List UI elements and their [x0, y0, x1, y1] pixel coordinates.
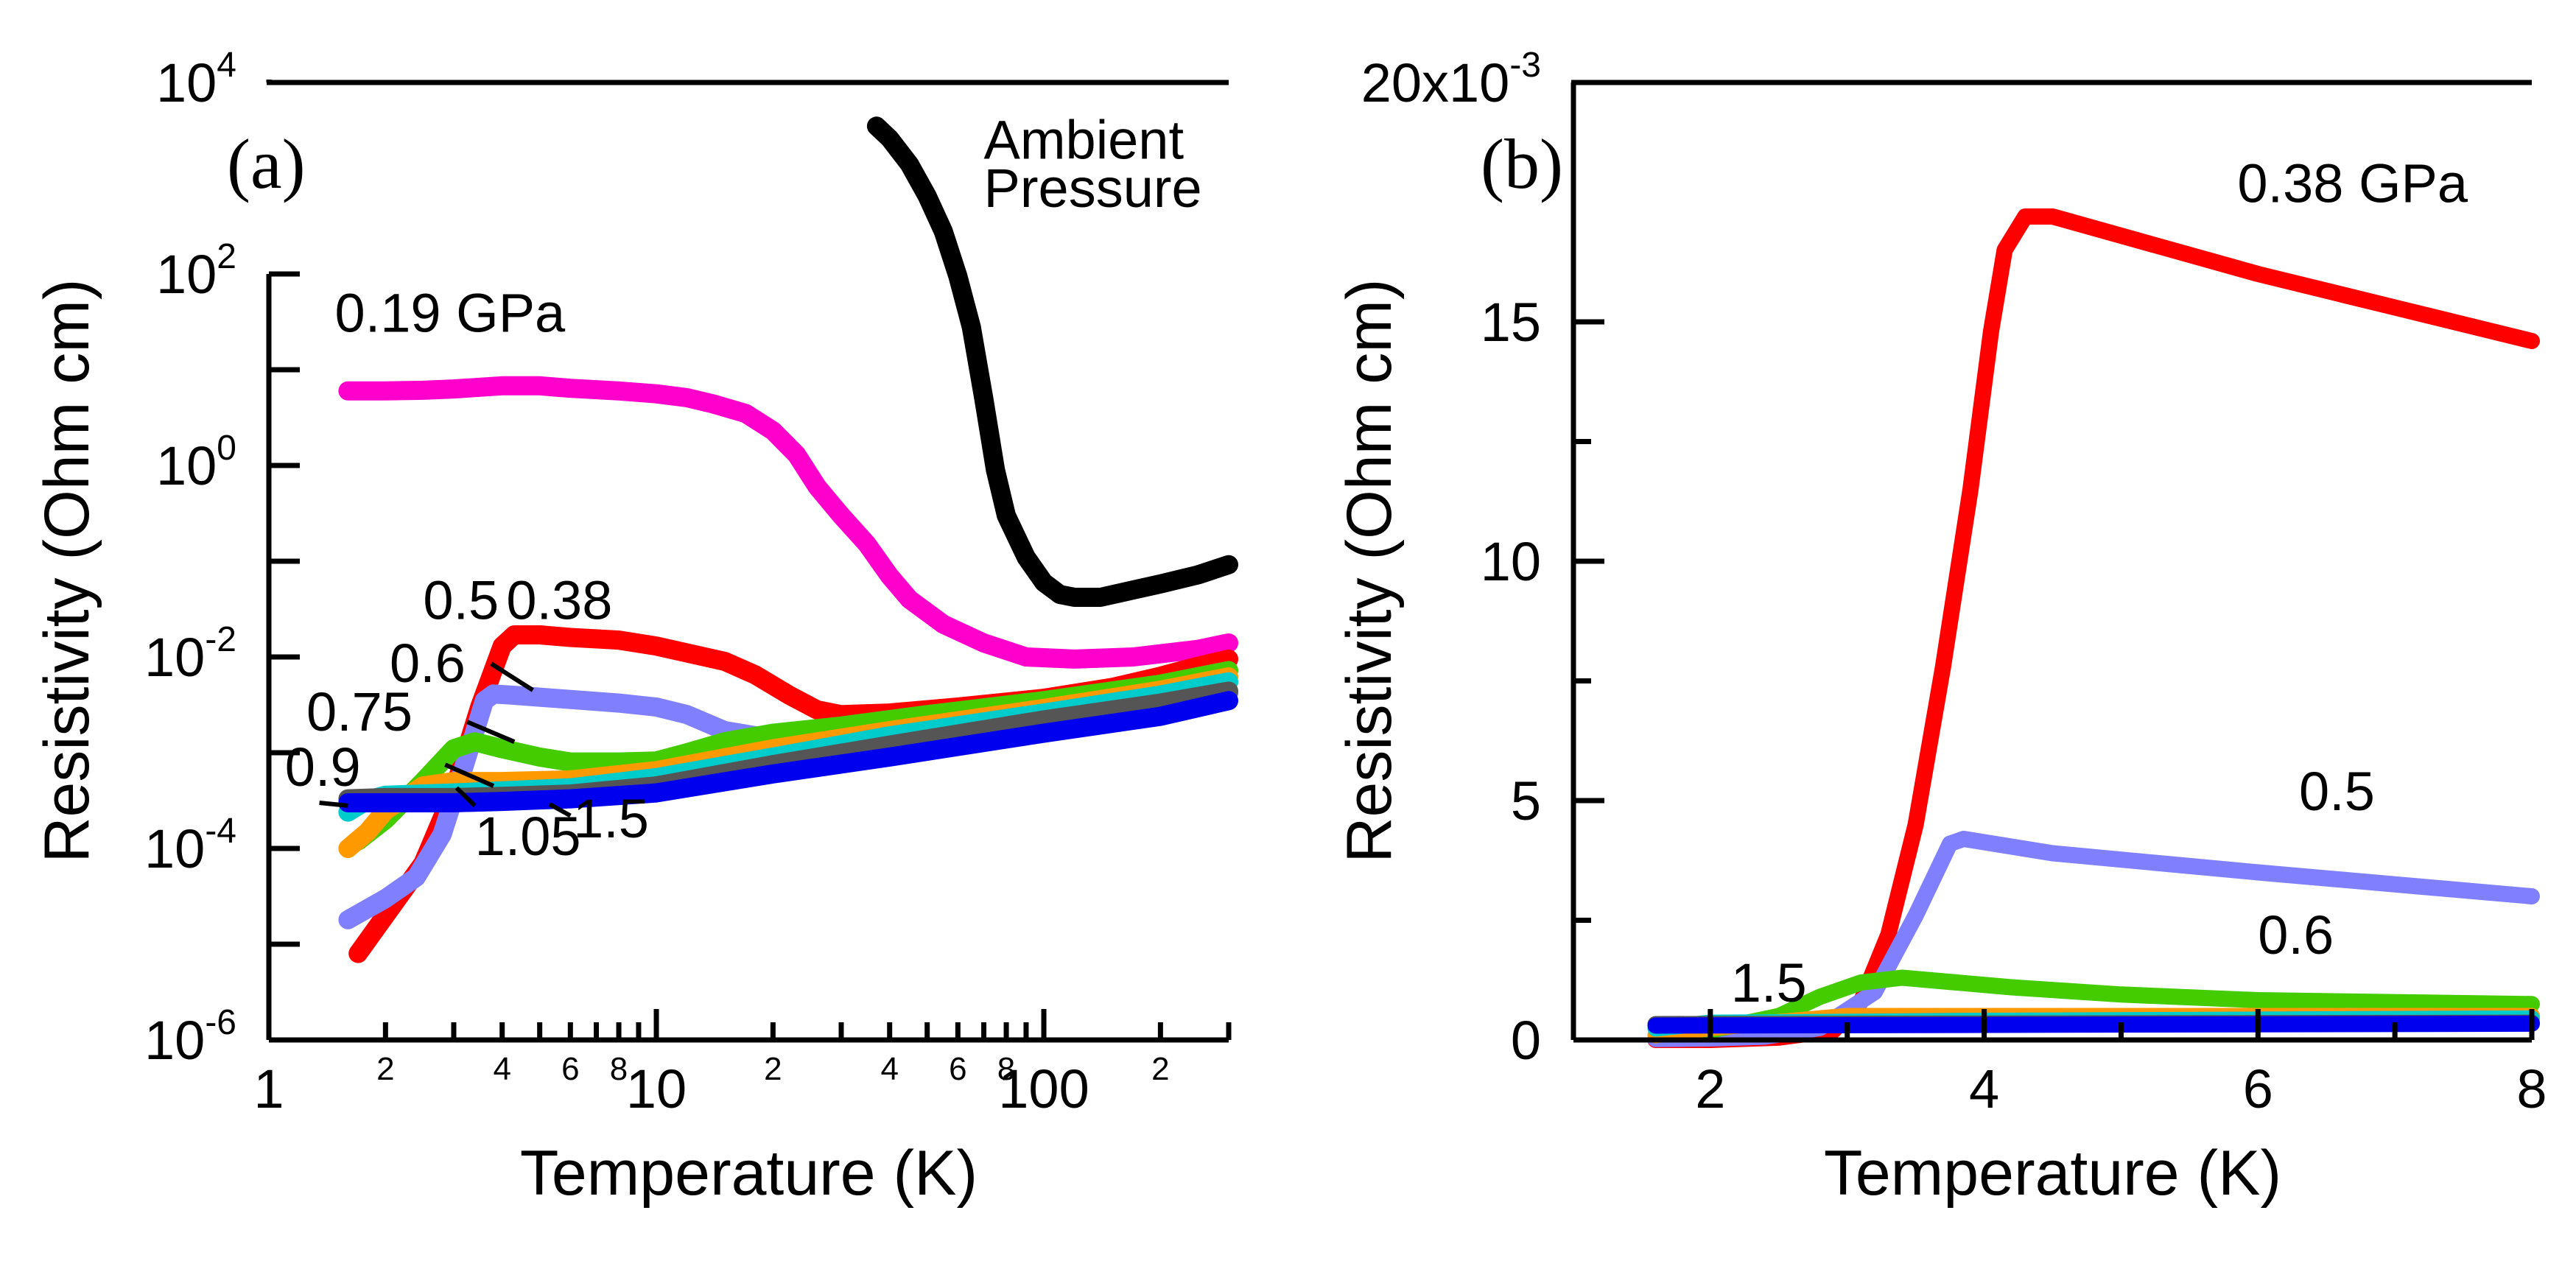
y-tick-label: 102 — [156, 237, 236, 305]
y-multiplier-exponent: -3 — [1509, 46, 1541, 85]
y-tick-base: 10 — [144, 627, 205, 688]
panel-b-resistivity-linear: 2 4 6 8 0 5 10 15 20x10-3 Temperature (K) Resistiv… — [1334, 46, 2547, 1209]
axes — [266, 80, 1232, 1043]
x-minor-tick-label: 8 — [610, 1051, 628, 1087]
y-tick-label: 10-4 — [144, 812, 236, 879]
y-tick-exponent: 2 — [217, 237, 236, 276]
annotation-1-05: 1.05 — [475, 806, 581, 867]
y-tick-label: 10-2 — [144, 620, 236, 688]
y-tick-label: 0 — [1511, 1010, 1541, 1071]
y-tick-label: 15 — [1481, 292, 1541, 353]
x-minor-tick-label: 2 — [764, 1051, 782, 1087]
annotation-0-5: 0.5 — [2299, 761, 2375, 822]
x-minor-tick-label: 4 — [880, 1051, 898, 1087]
x-minor-tick-label: 6 — [949, 1051, 966, 1087]
y-axis-title: Resistivity (Ohm cm) — [32, 278, 102, 862]
x-tick-label: 8 — [2516, 1058, 2547, 1119]
series-0-38-gpa — [1647, 208, 2540, 1048]
annotation-ambient: Ambient — [984, 109, 1185, 170]
annotation-pressure: Pressure — [984, 158, 1202, 219]
x-tick-label: 1 — [253, 1058, 284, 1119]
series-0-6 — [348, 661, 1238, 851]
x-axis-title: Temperature (K) — [1824, 1138, 2281, 1209]
panel-label: (b) — [1481, 124, 1563, 203]
y-tick-value: 10 — [1481, 531, 1541, 592]
y-tick-value: 15 — [1481, 292, 1541, 353]
y-tick-value: 5 — [1511, 770, 1541, 832]
y-tick-label: 5 — [1511, 770, 1541, 832]
y-tick-value: 20x10 — [1361, 52, 1510, 113]
y-tick-base: 10 — [156, 52, 217, 113]
annotation-0-9: 0.9 — [285, 737, 361, 798]
annotation-0-38: 0.38 — [506, 569, 612, 630]
panel-label: (a) — [227, 124, 306, 203]
x-minor-tick-label: 8 — [997, 1051, 1015, 1087]
annotation-leader-line — [319, 800, 348, 808]
y-tick-base: 10 — [144, 1010, 205, 1071]
x-tick-label: 4 — [1969, 1058, 1999, 1119]
x-tick-label: 2 — [1695, 1058, 1725, 1119]
x-tick-label: 100 — [998, 1058, 1089, 1119]
annotation-0-5: 0.5 — [423, 569, 499, 630]
y-tick-label: 104 — [156, 46, 236, 113]
y-tick-base: 10 — [144, 818, 205, 879]
series-1-5 — [338, 691, 1238, 812]
annotation-leader-line — [455, 786, 477, 808]
y-tick-exponent: -4 — [205, 812, 236, 851]
y-tick-base: 10 — [156, 435, 217, 496]
axes — [1570, 80, 2535, 1043]
y-tick-exponent: 4 — [217, 46, 236, 85]
annotation-0-6: 0.6 — [390, 633, 466, 694]
y-tick-label: 20x10-3 — [1361, 46, 1541, 113]
y-tick-exponent: 0 — [217, 429, 236, 468]
annotation-1-5: 1.5 — [573, 788, 649, 849]
annotation-leader-line — [490, 661, 534, 692]
annotation-leader-line — [444, 762, 495, 788]
x-minor-tick-label: 2 — [376, 1051, 394, 1087]
y-tick-label: 10-6 — [144, 1003, 236, 1071]
x-axis-title: Temperature (K) — [520, 1138, 978, 1209]
annotation-leader-line — [466, 720, 516, 744]
y-tick-exponent: -2 — [205, 620, 236, 659]
series-0-19-gpa — [338, 376, 1238, 669]
annotation-0-38-gpa: 0.38 GPa — [2237, 153, 2468, 214]
series-1-5 — [1647, 1015, 2540, 1034]
y-axis-title: Resistivity (Ohm cm) — [1334, 278, 1405, 862]
annotation-leader-line — [548, 802, 572, 818]
series-0-5 — [1647, 831, 2540, 1047]
x-tick-label: 6 — [2243, 1058, 2273, 1119]
y-tick-label: 10 — [1481, 531, 1541, 592]
series-ambient-pressure — [866, 116, 1238, 607]
y-tick-label: 100 — [156, 429, 236, 496]
series-group — [338, 116, 1238, 963]
y-tick-base: 10 — [156, 244, 217, 305]
x-minor-tick-label: 2 — [1151, 1051, 1169, 1087]
series-group — [1647, 208, 2540, 1048]
x-minor-tick-label: 4 — [493, 1051, 510, 1087]
annotation-1-5: 1.5 — [1731, 952, 1807, 1013]
y-tick-value: 0 — [1511, 1010, 1541, 1071]
annotation-0-19-gpa: 0.19 GPa — [335, 282, 566, 343]
y-tick-exponent: -6 — [205, 1003, 236, 1042]
x-minor-tick-label: 6 — [561, 1051, 579, 1087]
annotation-0-75: 0.75 — [306, 681, 413, 742]
annotation-0-6: 0.6 — [2258, 904, 2334, 966]
x-tick-label: 10 — [626, 1058, 687, 1119]
